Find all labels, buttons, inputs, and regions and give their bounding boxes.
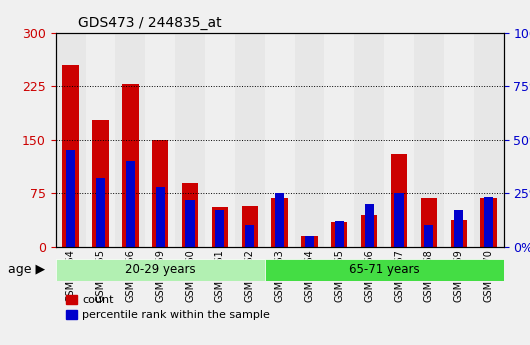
Bar [414,33,444,247]
Bar [474,33,503,247]
Bar [365,204,374,247]
Bar [215,210,224,247]
Bar [275,193,284,247]
Bar [480,198,497,247]
Text: 65-71 years: 65-71 years [349,264,419,276]
Bar [421,198,437,247]
Bar [205,33,235,247]
Text: age ▶: age ▶ [8,263,45,276]
Bar [391,154,407,247]
Bar [56,259,264,281]
Text: 20-29 years: 20-29 years [125,264,196,276]
Bar [335,221,344,247]
Legend: count, percentile rank within the sample: count, percentile rank within the sample [61,290,275,324]
Bar [145,33,175,247]
Bar [56,33,85,247]
Bar [242,206,258,247]
Bar [264,259,504,281]
Bar [96,178,105,247]
Bar [122,84,138,247]
Bar [66,150,75,247]
Text: GDS473 / 244835_at: GDS473 / 244835_at [78,16,222,30]
Bar [331,222,348,247]
Bar [271,198,288,247]
Bar [484,197,493,247]
Bar [85,33,116,247]
Bar [384,33,414,247]
Bar [295,33,324,247]
Bar [182,183,198,247]
Bar [211,207,228,247]
Bar [152,140,169,247]
Bar [301,236,317,247]
Bar [425,225,434,247]
Bar [126,161,135,247]
Bar [264,33,295,247]
Bar [245,225,254,247]
Bar [92,120,109,247]
Bar [305,236,314,247]
Bar [186,200,195,247]
Bar [175,33,205,247]
Bar [361,215,377,247]
Bar [444,33,474,247]
Bar [324,33,354,247]
Bar [450,220,467,247]
Bar [116,33,145,247]
Bar [354,33,384,247]
Bar [454,210,463,247]
Bar [235,33,264,247]
Bar [394,193,403,247]
Bar [156,187,165,247]
Bar [63,65,79,247]
